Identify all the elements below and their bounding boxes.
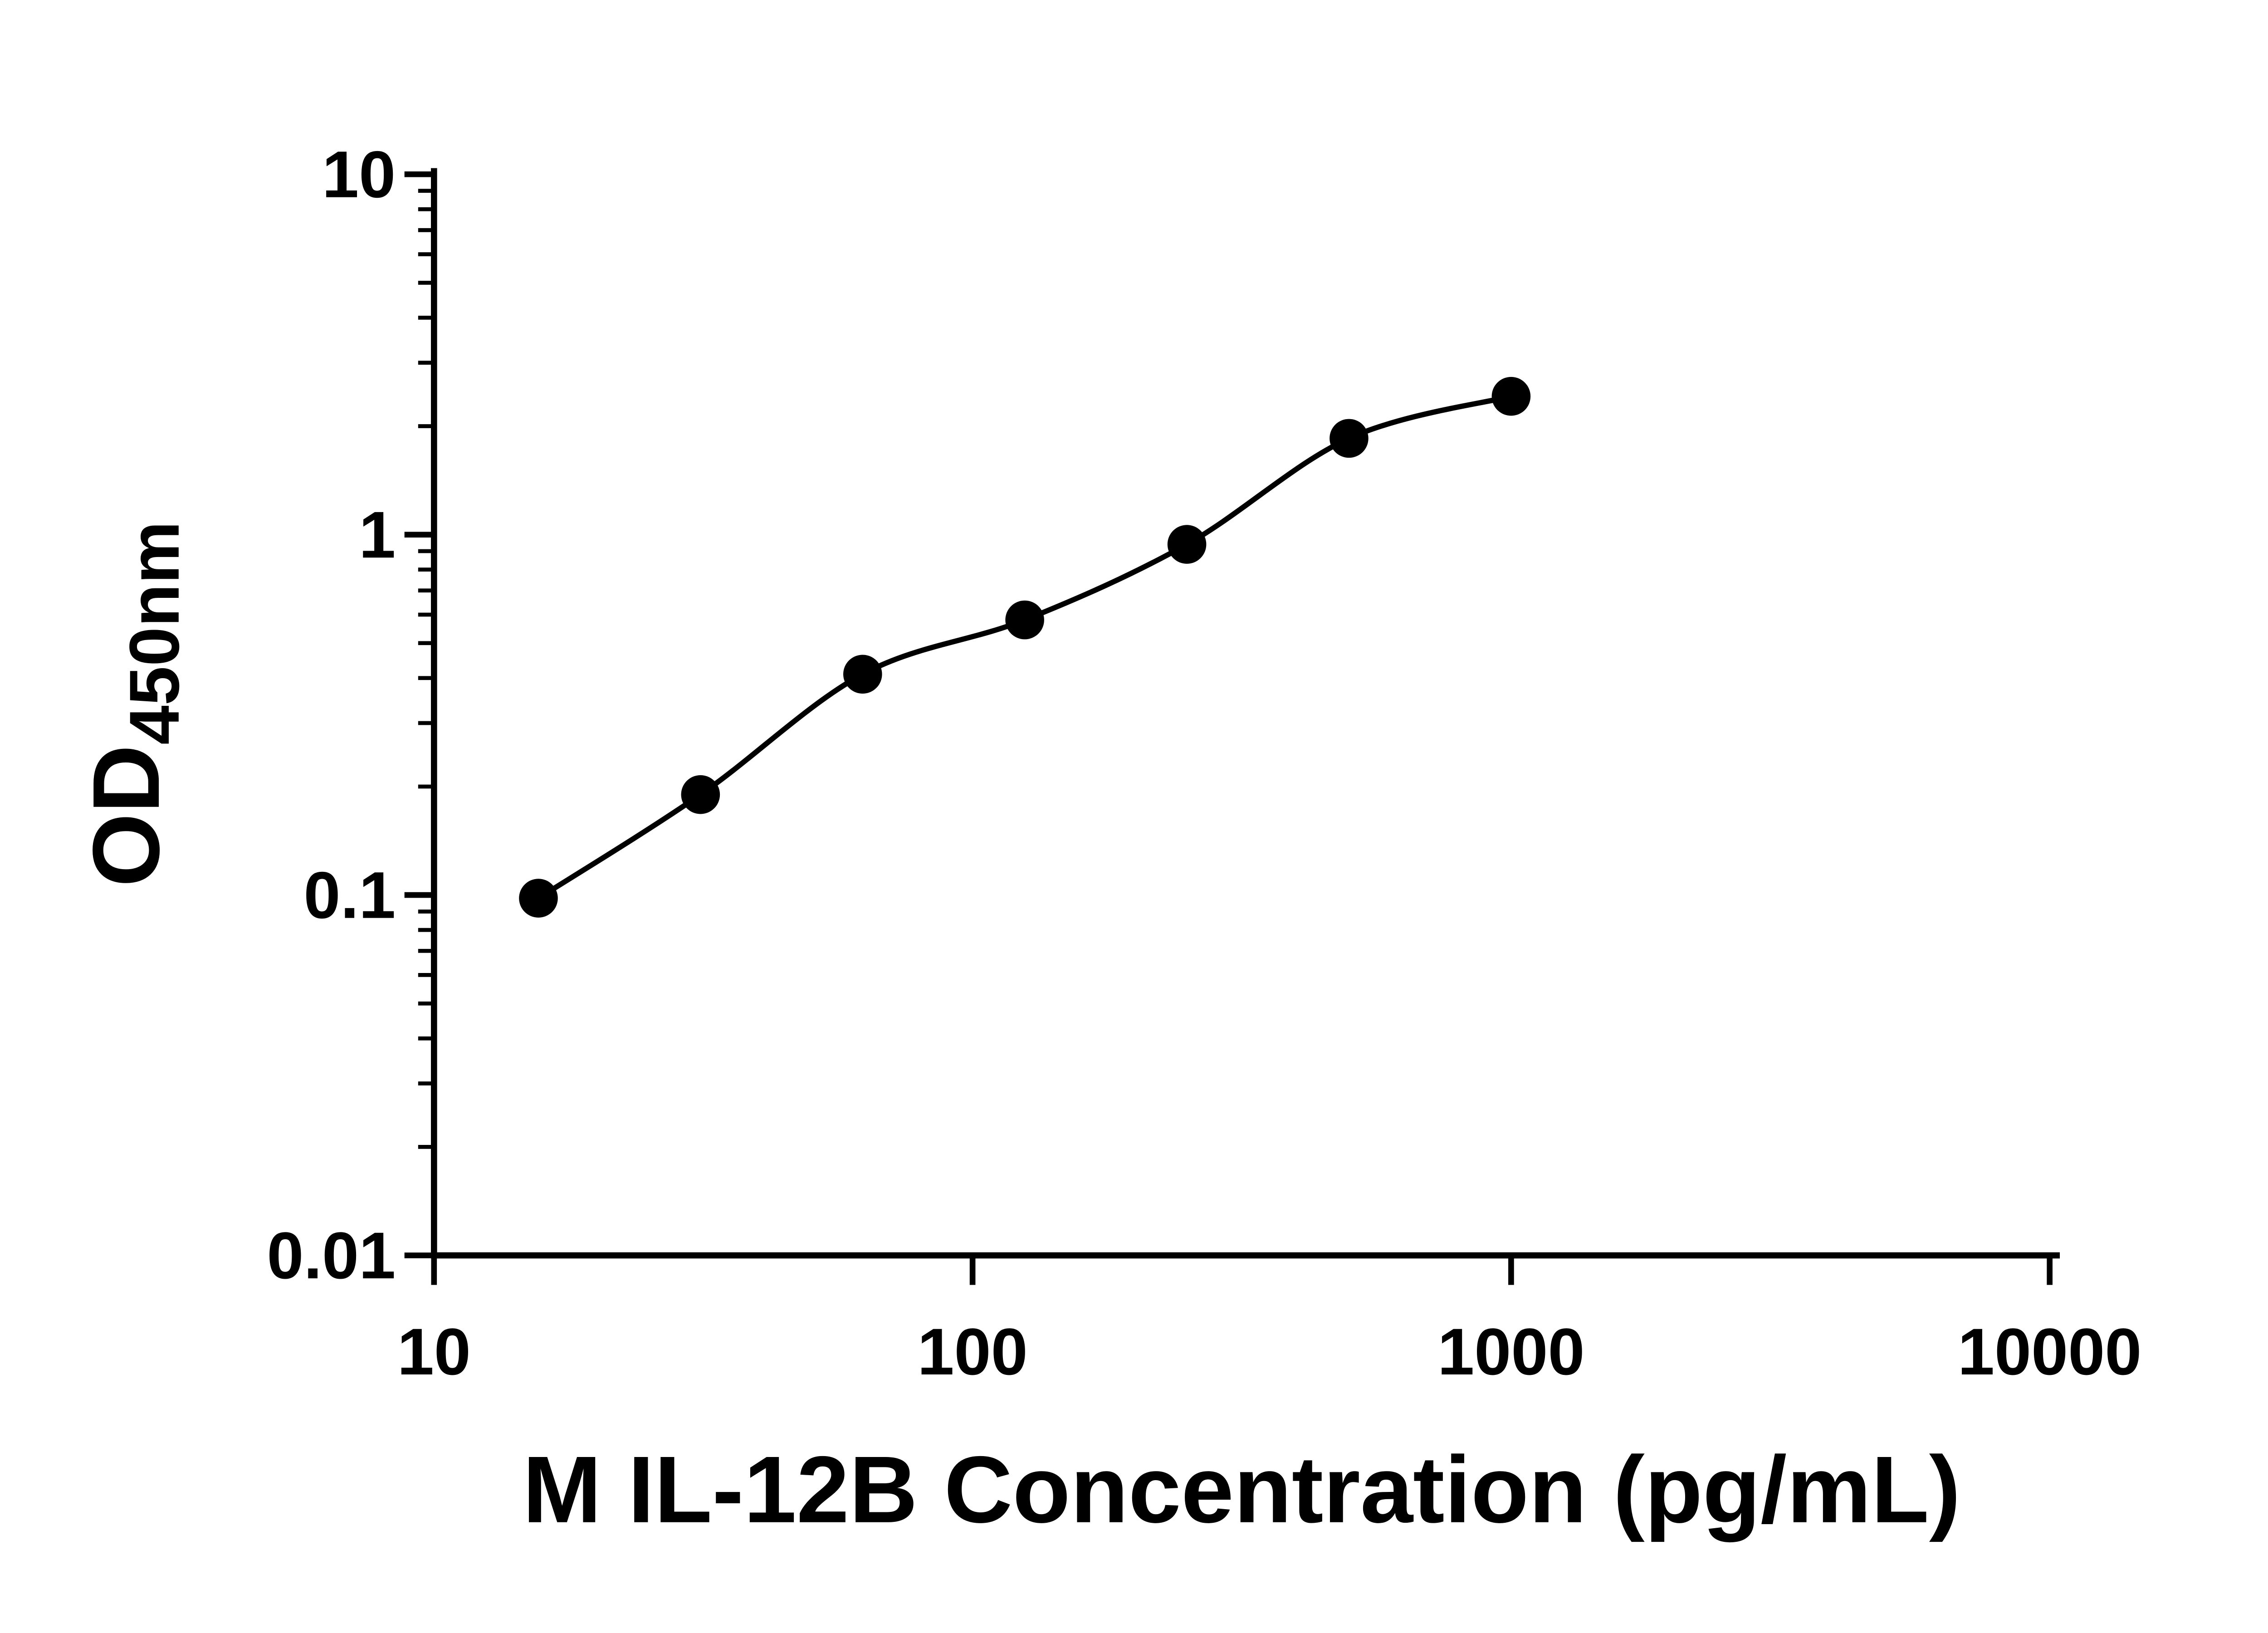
y-tick-label: 0.01 <box>267 1218 396 1292</box>
data-point <box>1005 600 1044 640</box>
x-axis-title: M IL-12B Concentration (pg/mL) <box>523 1437 1960 1543</box>
y-tick-label: 0.1 <box>303 858 396 932</box>
x-tick-label: 10000 <box>1958 1315 2142 1389</box>
axis-lines <box>431 168 2060 1259</box>
y-axis-title-subscript: 450nm <box>115 521 194 745</box>
data-point <box>1167 525 1207 564</box>
axes <box>431 168 2060 1259</box>
data-point <box>1330 419 1369 458</box>
tick-labels: 0.01 0.1 1 10 10 100 1000 10000 <box>267 137 2141 1389</box>
data-point <box>519 879 558 918</box>
x-tick-label: 1000 <box>1437 1315 1584 1389</box>
data-series <box>519 376 1531 918</box>
data-point <box>1491 376 1531 416</box>
y-tick-label: 1 <box>359 498 396 572</box>
y-axis-title-main: OD <box>73 745 179 887</box>
y-axis-title: OD450nm <box>73 521 194 887</box>
tick-marks <box>404 171 2053 1285</box>
y-tick-label: 10 <box>322 137 396 211</box>
fit-curve <box>537 394 1512 901</box>
x-tick-label: 10 <box>397 1315 471 1389</box>
data-point <box>681 775 720 814</box>
data-point <box>843 655 882 694</box>
x-tick-label: 100 <box>917 1315 1027 1389</box>
